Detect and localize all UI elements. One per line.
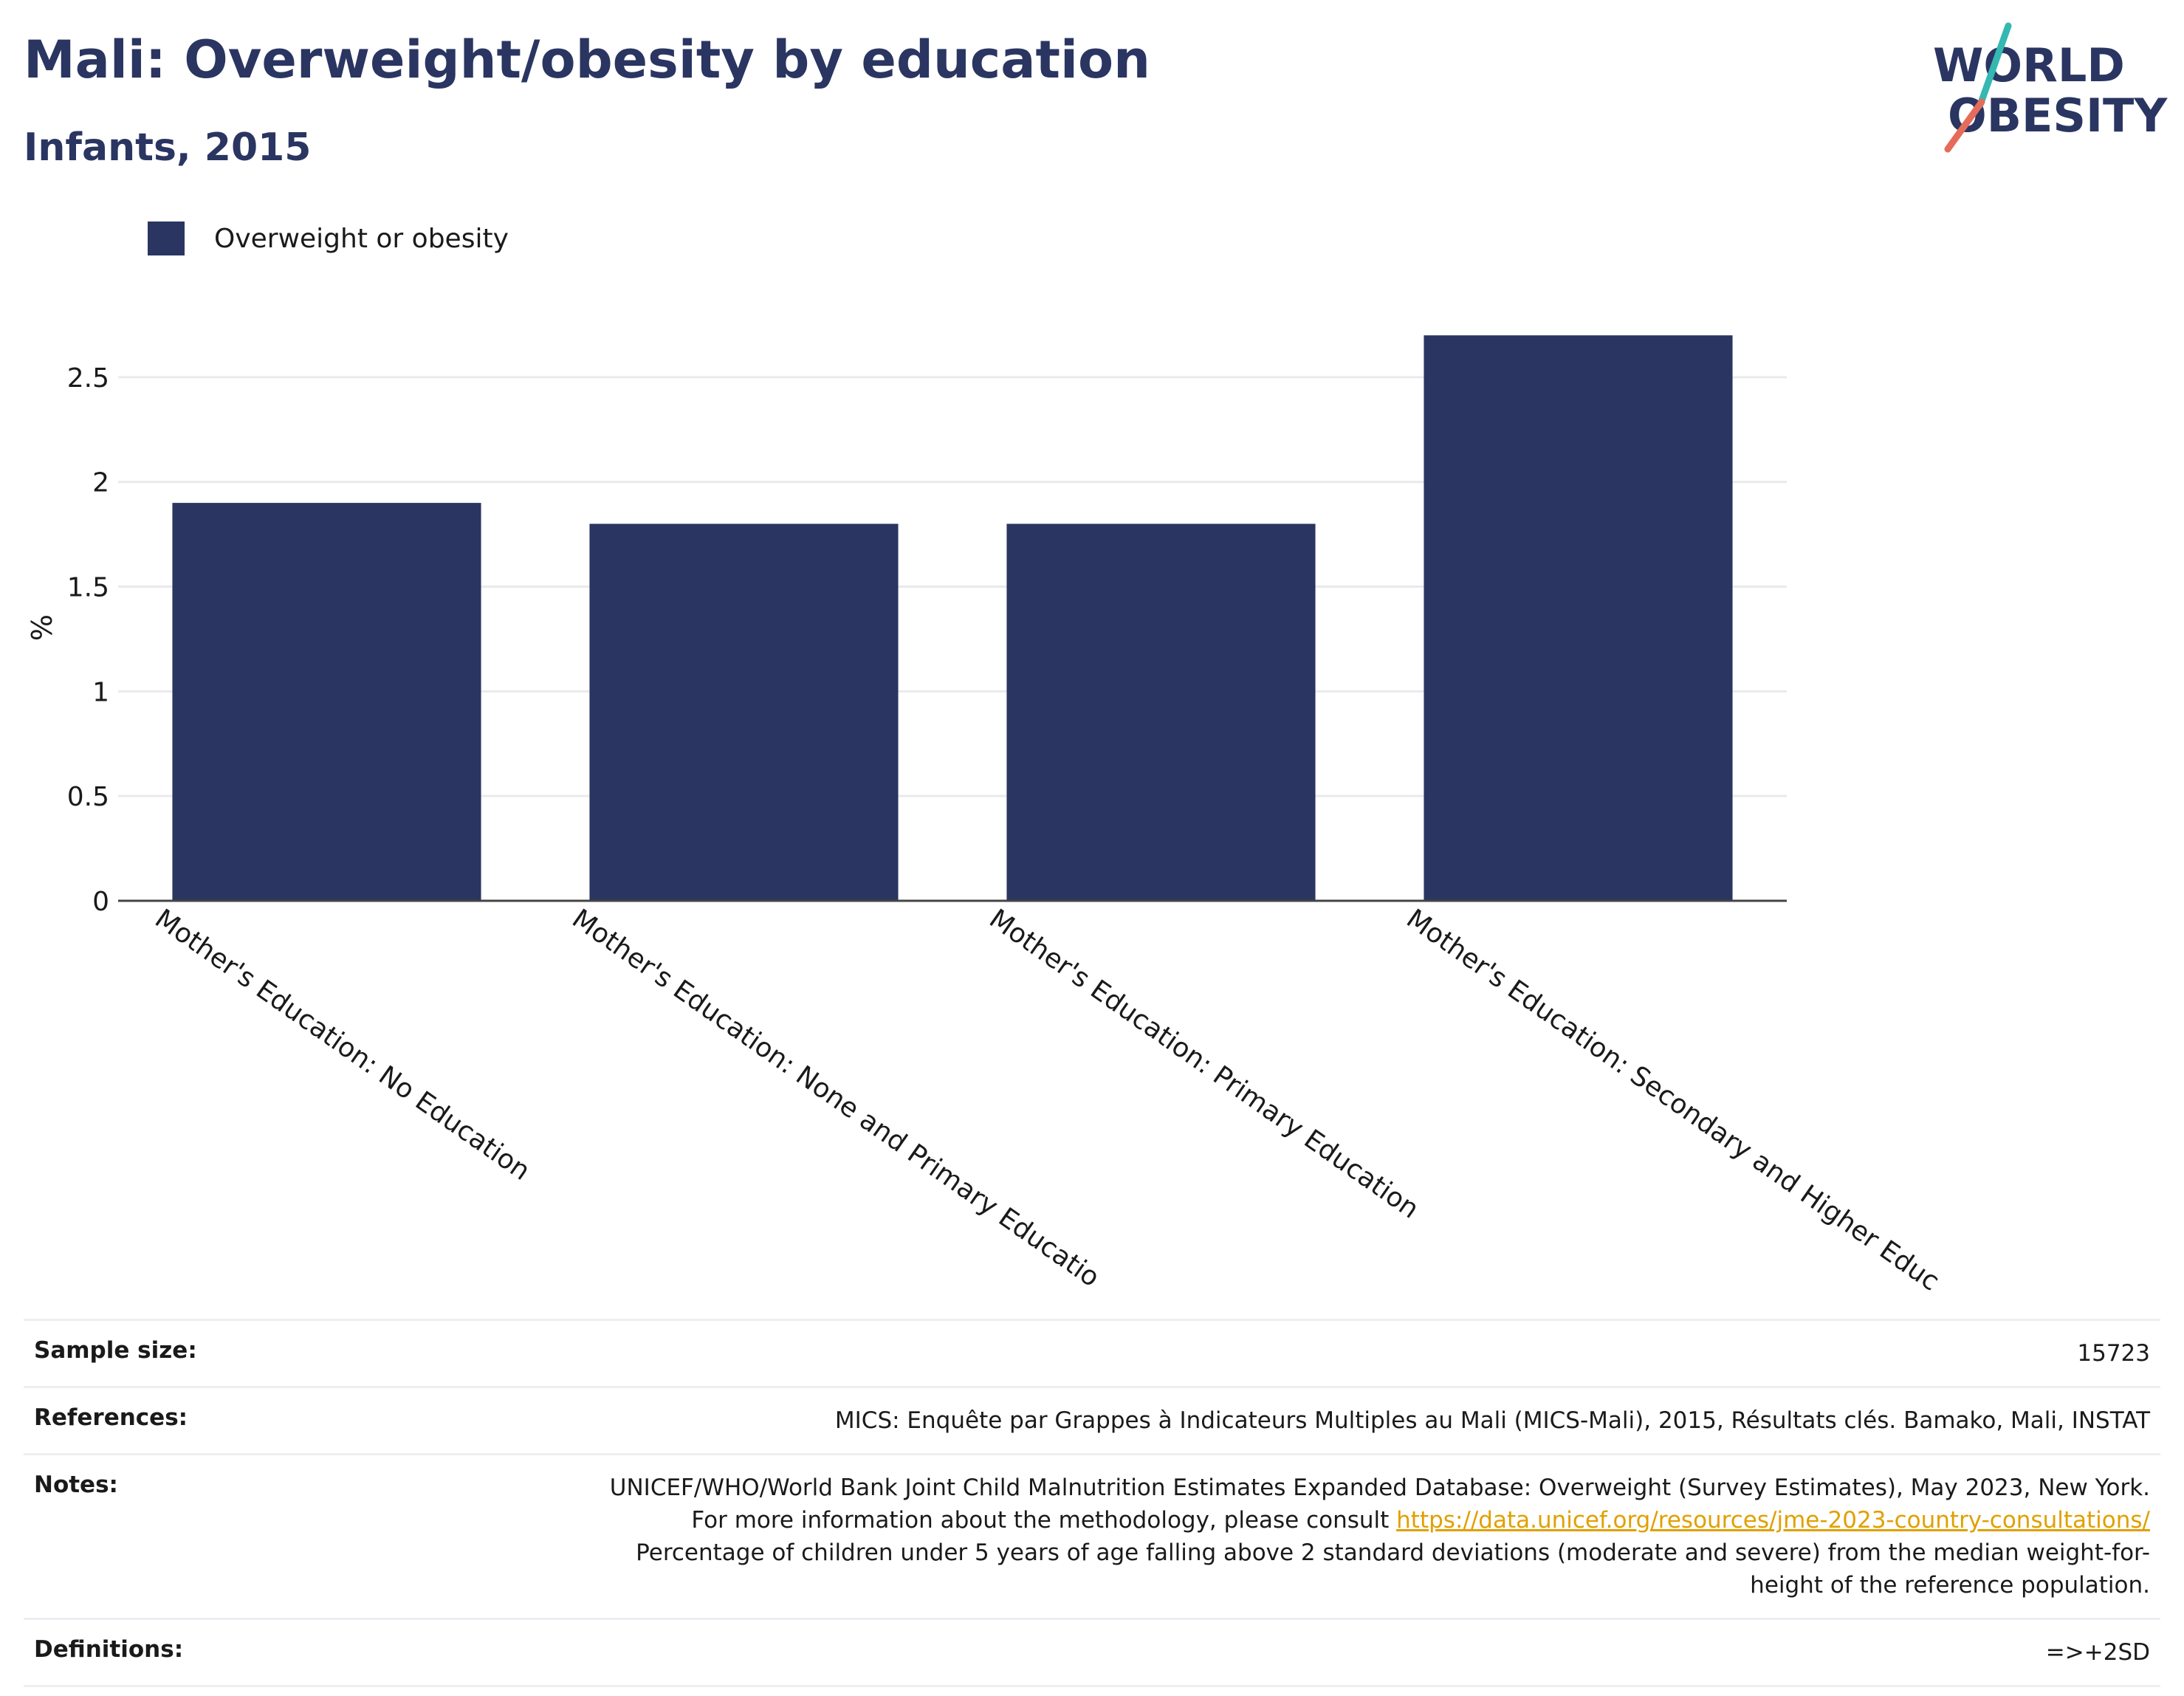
info-row-sample-size: Sample size: 15723 xyxy=(24,1319,2160,1386)
notes-value: UNICEF/WHO/World Bank Joint Child Malnut… xyxy=(585,1472,2150,1601)
world-obesity-logo: WORLD OBESITY xyxy=(1933,22,2168,153)
y-tick-label: 1 xyxy=(92,677,109,707)
notes-text-2: Percentage of children under 5 years of … xyxy=(636,1539,2150,1599)
notes-link[interactable]: https://data.unicef.org/resources/jme-20… xyxy=(1396,1507,2150,1534)
definitions-value: =>+2SD xyxy=(2045,1639,2150,1666)
references-label: References: xyxy=(34,1404,188,1431)
legend-swatch xyxy=(148,222,185,255)
bar[interactable] xyxy=(1424,335,1733,901)
notes-label: Notes: xyxy=(34,1472,118,1498)
bar[interactable] xyxy=(589,523,899,901)
bar[interactable] xyxy=(172,503,481,901)
x-tick-label: Mother's Education: Secondary and Higher… xyxy=(1401,904,1945,1297)
sample-size-value: 15723 xyxy=(2077,1340,2150,1367)
info-row-notes: Notes: UNICEF/WHO/World Bank Joint Child… xyxy=(24,1453,2160,1618)
definitions-label: Definitions: xyxy=(34,1636,184,1663)
bar[interactable] xyxy=(1006,523,1316,901)
y-tick-label: 1.5 xyxy=(67,573,109,603)
bars xyxy=(172,335,1733,901)
y-tick-label: 2.5 xyxy=(67,363,109,394)
y-tick-label: 2 xyxy=(92,468,109,498)
info-table: Sample size: 15723 References: MICS: Enq… xyxy=(24,1319,2160,1687)
sample-size-label: Sample size: xyxy=(34,1337,197,1364)
notes-text-1: UNICEF/WHO/World Bank Joint Child Malnut… xyxy=(609,1474,2150,1534)
references-value: MICS: Enquête par Grappes à Indicateurs … xyxy=(834,1407,2150,1434)
chart-legend[interactable]: Overweight or obesity xyxy=(148,222,509,255)
y-axis-ticks: 0 0.5 1 1.5 2 2.5 xyxy=(67,363,109,917)
y-tick-label: 0 xyxy=(92,887,109,917)
logo-slash-coral xyxy=(1944,98,1985,153)
info-row-references: References: MICS: Enquête par Grappes à … xyxy=(24,1386,2160,1453)
page-subtitle: Infants, 2015 xyxy=(24,126,312,170)
x-axis-ticks: Mother's Education: No Education Mother's… xyxy=(149,904,1945,1297)
x-tick-label: Mother's Education: Primary Education xyxy=(983,904,1424,1225)
page-title: Mali: Overweight/obesity by education xyxy=(24,30,1150,90)
logo-slash-teal xyxy=(1977,22,2012,109)
x-tick-label: Mother's Education: None and Primary Edu… xyxy=(566,904,1105,1294)
bar-chart: 0 0.5 1 1.5 2 2.5 Mother's Education: No Educ… xyxy=(26,335,1945,1297)
y-axis-label: % xyxy=(26,614,58,641)
legend-label: Overweight or obesity xyxy=(214,223,509,254)
x-tick-label: Mother's Education: No Education xyxy=(149,904,535,1187)
y-tick-label: 0.5 xyxy=(67,782,109,812)
logo-text-world: WORLD xyxy=(1933,38,2125,92)
info-row-definitions: Definitions: =>+2SD xyxy=(24,1618,2160,1687)
